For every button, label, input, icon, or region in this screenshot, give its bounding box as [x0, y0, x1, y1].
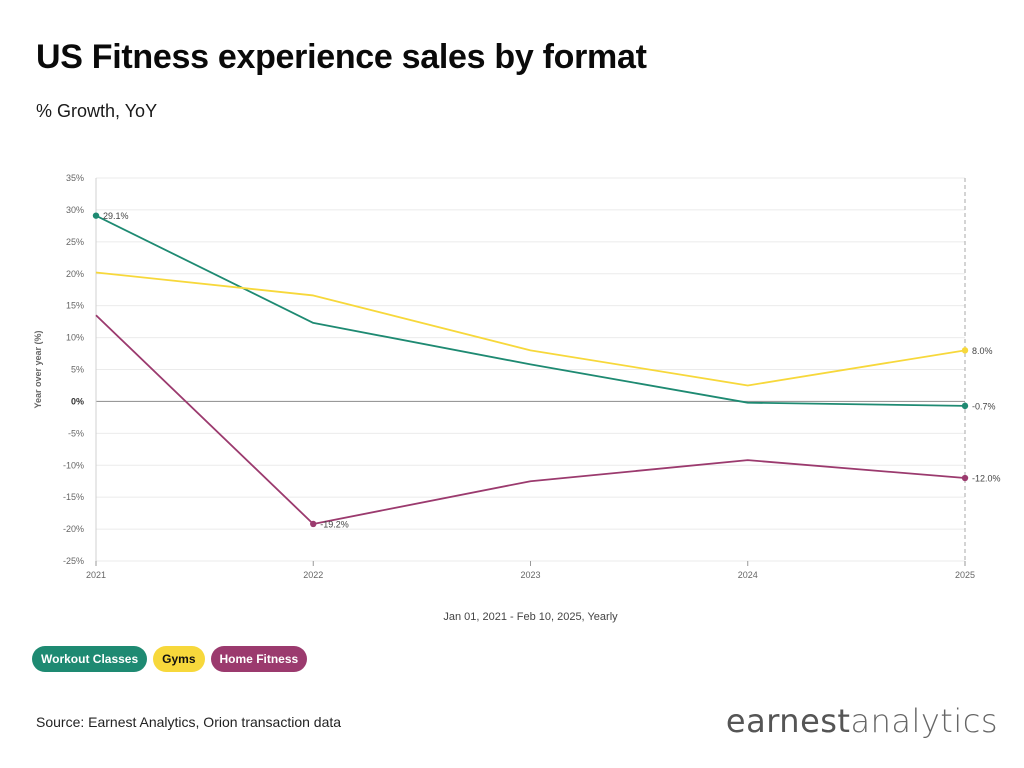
x-tick-label: 2024 — [738, 570, 758, 580]
y-tick-label: 30% — [66, 205, 84, 215]
y-tick-label: -5% — [68, 428, 84, 438]
x-tick-label: 2023 — [520, 570, 540, 580]
page-title: US Fitness experience sales by format — [36, 38, 647, 76]
x-tick-label: 2025 — [955, 570, 975, 580]
y-tick-label: -25% — [63, 556, 84, 566]
legend-item-home-fitness[interactable]: Home Fitness — [210, 646, 308, 672]
y-axis-label: Year over year (%) — [33, 330, 43, 408]
x-tick-label: 2021 — [86, 570, 106, 580]
data-point — [961, 347, 969, 354]
x-axis-label: Jan 01, 2021 - Feb 10, 2025, Yearly — [443, 611, 618, 623]
legend-item-workout-classes[interactable]: Workout Classes — [32, 646, 148, 672]
series-line-home-fitness — [95, 314, 966, 525]
x-tick-label: 2022 — [303, 570, 323, 580]
y-tick-label: 25% — [66, 237, 84, 247]
y-tick-label: -20% — [63, 524, 84, 534]
source-note: Source: Earnest Analytics, Orion transac… — [36, 714, 342, 730]
legend-item-gyms[interactable]: Gyms — [153, 646, 205, 672]
y-tick-label: 10% — [66, 333, 84, 343]
data-point — [310, 520, 317, 528]
y-tick-label: 35% — [66, 173, 84, 183]
series-line-gyms — [95, 271, 966, 387]
data-label: 29.1% — [103, 211, 129, 221]
line-chart: 35% 30% 25% 20% 15% 10% 5% 0% -5% -10% -15% -20% -25… — [33, 173, 1001, 623]
data-label: 8.0% — [972, 346, 993, 356]
y-tick-label: 5% — [71, 365, 84, 375]
page-subtitle: % Growth, YoY — [36, 101, 158, 121]
earnest-analytics-logo: earnestanalytics — [726, 702, 998, 740]
series-line-workout-classes — [95, 214, 966, 407]
y-tick-label: -15% — [63, 492, 84, 502]
logo-text-analytics: analytics — [850, 702, 998, 740]
y-tick-label: 15% — [66, 301, 84, 311]
data-point — [92, 212, 100, 219]
legend: Workout Classes Gyms Home Fitness — [32, 646, 308, 672]
data-label: -19.2% — [320, 519, 349, 529]
y-tick-label: -10% — [63, 460, 84, 470]
data-point — [961, 402, 969, 410]
data-point — [961, 474, 969, 482]
y-tick-label: 20% — [66, 269, 84, 279]
data-label: -12.0% — [972, 474, 1001, 484]
y-tick-label: 0% — [71, 396, 84, 406]
data-label: -0.7% — [972, 401, 996, 411]
logo-text-earnest: earnest — [725, 702, 851, 740]
